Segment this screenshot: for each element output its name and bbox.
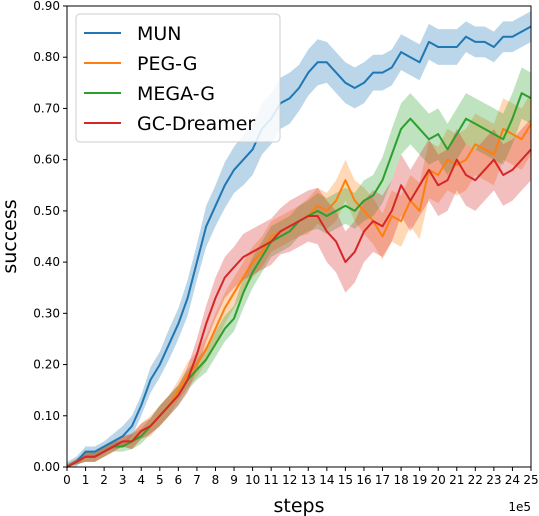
x-tick-label: 25: [523, 473, 538, 487]
band-peg-g: [67, 93, 531, 467]
x-axis-ticks: 0 1 2 3 4 5 6 7 8 9 10 11 12 13 14 15 16 17 18 19 20 21 22 23 24…: [63, 467, 539, 487]
x-tick-label: 4: [137, 473, 145, 487]
x-tick-label: 9: [230, 473, 238, 487]
x-tick-label: 17: [375, 473, 390, 487]
x-axis-label: steps: [274, 495, 325, 516]
y-axis-label: success: [0, 199, 21, 273]
x-tick-label: 19: [412, 473, 427, 487]
y-tick-label: 0.20: [33, 358, 60, 372]
y-tick-label: 0.90: [33, 0, 60, 13]
x-tick-label: 6: [175, 473, 183, 487]
x-tick-label: 0: [63, 473, 71, 487]
x-tick-label: 20: [431, 473, 446, 487]
y-tick-label: 0.70: [33, 101, 60, 115]
x-tick-label: 24: [505, 473, 520, 487]
legend-label-peg-g: PEG-G: [137, 53, 197, 75]
y-axis-ticks: 0.00 0.10 0.20 0.30 0.40 0.50 0.60 0.70 0.80 0.90: [33, 0, 67, 474]
x-tick-label: 18: [393, 473, 408, 487]
legend-label-mega-g: MEGA-G: [137, 83, 215, 105]
x-tick-label: 11: [264, 473, 279, 487]
legend-label-mun: MUN: [137, 23, 182, 45]
line-mun: [66, 25, 532, 468]
x-tick-label: 16: [356, 473, 371, 487]
x-tick-label: 7: [193, 473, 201, 487]
series-lines: [66, 25, 532, 468]
x-tick-label: 5: [156, 473, 164, 487]
legend-box: [75, 13, 281, 143]
x-tick-label: 23: [486, 473, 501, 487]
y-tick-label: 0.10: [33, 409, 60, 423]
legend: MUN PEG-G MEGA-G GC-Dreamer: [75, 13, 281, 143]
y-tick-label: 0.80: [33, 50, 60, 64]
x-tick-label: 14: [319, 473, 334, 487]
x-tick-label: 21: [449, 473, 464, 487]
legend-label-gc-dreamer: GC-Dreamer: [137, 113, 255, 135]
x-tick-label: 10: [245, 473, 260, 487]
line-gc-dreamer: [66, 148, 532, 468]
x-tick-label: 22: [468, 473, 483, 487]
x-tick-label: 13: [301, 473, 316, 487]
x-axis-multiplier: 1e5: [508, 500, 531, 514]
band-mega-g: [67, 67, 531, 467]
x-tick-label: 15: [338, 473, 353, 487]
band-mun: [67, 11, 531, 467]
y-tick-label: 0.00: [33, 460, 60, 474]
x-tick-label: 3: [119, 473, 127, 487]
y-tick-label: 0.50: [33, 204, 60, 218]
x-tick-label: 2: [100, 473, 108, 487]
y-tick-label: 0.30: [33, 306, 60, 320]
x-tick-label: 1: [82, 473, 90, 487]
x-tick-label: 8: [212, 473, 220, 487]
y-tick-label: 0.60: [33, 153, 60, 167]
plot-frame: [66, 5, 532, 468]
x-tick-label: 12: [282, 473, 297, 487]
y-tick-label: 0.40: [33, 255, 60, 269]
